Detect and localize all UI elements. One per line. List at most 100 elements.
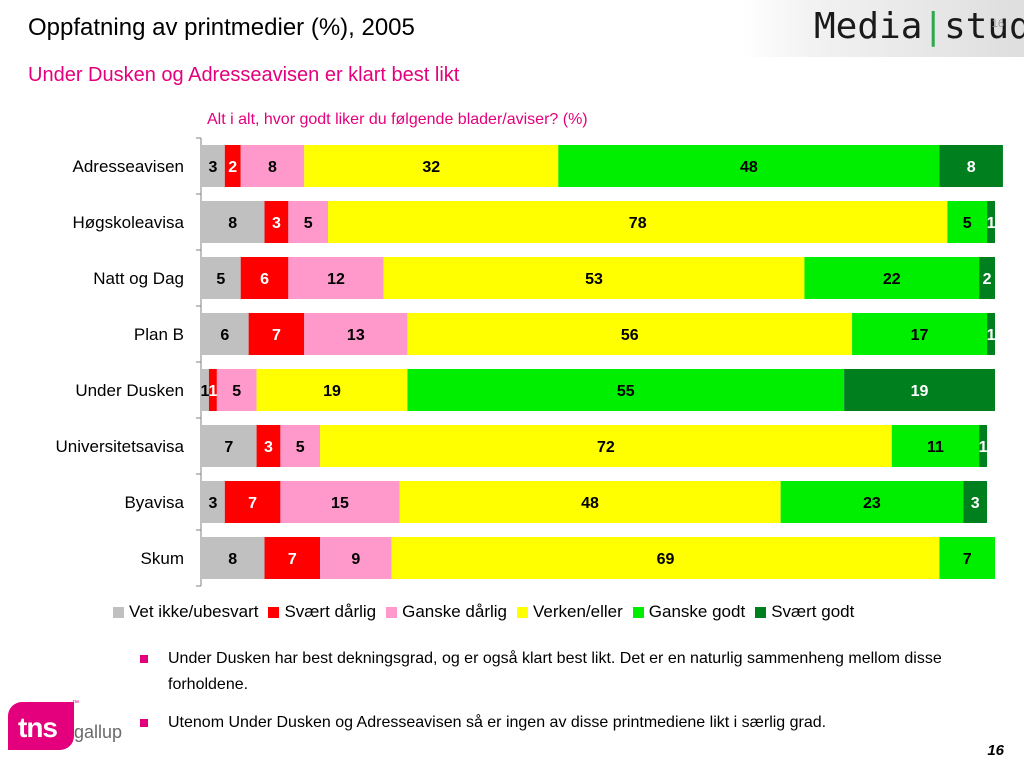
bullet-text: Utenom Under Dusken og Adresseavisen så … xyxy=(168,714,827,731)
bullet-list: Under Dusken har best dekningsgrad, og e… xyxy=(140,646,1010,736)
legend-item: Svært dårlig xyxy=(268,602,376,622)
data-label: 3 xyxy=(264,439,273,456)
bar-segment xyxy=(979,425,988,467)
bar-segment xyxy=(939,145,1003,187)
legend-item: Verken/eller xyxy=(517,602,623,622)
data-label: 22 xyxy=(883,271,901,288)
bullet-item: Utenom Under Dusken og Adresseavisen så … xyxy=(140,710,1010,736)
data-label: 1 xyxy=(987,215,996,232)
legend-swatch xyxy=(386,606,398,618)
data-label: 8 xyxy=(967,159,976,176)
data-label: 8 xyxy=(268,159,277,176)
data-label: 3 xyxy=(971,495,980,512)
legend-label: Ganske dårlig xyxy=(402,602,507,621)
data-label: 48 xyxy=(740,159,758,176)
data-label: 7 xyxy=(963,551,972,568)
slide-subtitle: Under Dusken og Adresseavisen er klart b… xyxy=(28,64,460,86)
bar-segment xyxy=(201,145,225,187)
bar-segment xyxy=(399,481,781,523)
bar-segment xyxy=(264,537,321,579)
bullet-square-icon xyxy=(140,719,148,727)
legend-item: Vet ikke/ubesvart xyxy=(113,602,258,622)
data-label: 78 xyxy=(629,215,647,232)
legend-item: Svært godt xyxy=(755,602,854,622)
data-label: 53 xyxy=(585,271,603,288)
bar-segment xyxy=(804,257,980,299)
data-label: 55 xyxy=(617,383,635,400)
data-label: 6 xyxy=(220,327,229,344)
bar-segment xyxy=(248,313,305,355)
data-label: 8 xyxy=(228,215,237,232)
bar-segment xyxy=(891,425,980,467)
bar-segment xyxy=(288,201,329,243)
data-label: 5 xyxy=(296,439,305,456)
data-label: 19 xyxy=(323,383,341,400)
bar-segment xyxy=(320,537,392,579)
bar-segment xyxy=(383,257,805,299)
legend-label: Vet ikke/ubesvart xyxy=(129,602,259,621)
category-label: Under Dusken xyxy=(75,381,184,400)
category-label: Byavisa xyxy=(124,493,184,512)
bar-segment xyxy=(224,145,241,187)
data-label: 1 xyxy=(979,439,988,456)
bar-segment xyxy=(264,201,289,243)
data-label: 1 xyxy=(208,383,217,400)
data-label: 23 xyxy=(863,495,881,512)
legend-label: Verken/eller xyxy=(533,602,623,621)
legend-swatch xyxy=(517,606,528,618)
data-label: 48 xyxy=(581,495,599,512)
bar-segment xyxy=(320,425,892,467)
data-label: 5 xyxy=(216,271,225,288)
legend-label: Svært godt xyxy=(771,602,855,621)
bar-segment xyxy=(280,481,400,523)
chart-title: Alt i alt, hvor godt liker du følgende b… xyxy=(207,111,588,128)
bar-segment xyxy=(224,481,281,523)
data-label: 3 xyxy=(208,159,217,176)
bar-segment xyxy=(304,145,559,187)
legend-swatch xyxy=(268,606,280,618)
data-label: 7 xyxy=(248,495,257,512)
bar-segment xyxy=(304,313,408,355)
bar-segment xyxy=(201,201,265,243)
bar-segment xyxy=(280,425,321,467)
data-label: 15 xyxy=(331,495,349,512)
bar-segment xyxy=(328,201,948,243)
bar-segment xyxy=(947,201,988,243)
bar-segment xyxy=(391,537,940,579)
data-label: 5 xyxy=(963,215,972,232)
data-label: 13 xyxy=(347,327,365,344)
bar-segment xyxy=(407,369,845,411)
data-label: 3 xyxy=(208,495,217,512)
bar-segment xyxy=(844,369,995,411)
bar-segment xyxy=(288,257,384,299)
bar-segment xyxy=(240,145,305,187)
data-label: 5 xyxy=(304,215,313,232)
data-label: 5 xyxy=(232,383,241,400)
data-label: 7 xyxy=(224,439,233,456)
data-label: 7 xyxy=(288,551,297,568)
bar-segment xyxy=(256,425,281,467)
bar-segment xyxy=(987,313,995,355)
category-label: Adresseavisen xyxy=(72,157,184,176)
bar-segment xyxy=(963,481,988,523)
logo-wordmark: Media|stud xyxy=(814,6,1024,47)
bar-segment xyxy=(407,313,853,355)
data-label: 9 xyxy=(351,551,360,568)
data-label: 72 xyxy=(597,439,615,456)
bar-segment xyxy=(987,201,995,243)
bar-segment xyxy=(201,537,265,579)
bar-segment xyxy=(939,537,995,579)
tns-badge: tns xyxy=(8,702,74,750)
data-label: 69 xyxy=(657,551,675,568)
category-label: Plan B xyxy=(134,325,184,344)
bar-segment xyxy=(201,425,257,467)
legend-swatch xyxy=(632,606,644,618)
data-label: 19 xyxy=(911,383,929,400)
category-label: Universitetsavisa xyxy=(56,437,185,456)
bar-segment xyxy=(201,369,209,411)
bullet-square-icon xyxy=(140,655,148,663)
bar-segment xyxy=(979,257,995,299)
bullet-item: Under Dusken har best dekningsgrad, og e… xyxy=(140,646,1010,698)
bar-segment xyxy=(201,481,225,523)
data-label: 56 xyxy=(621,327,639,344)
